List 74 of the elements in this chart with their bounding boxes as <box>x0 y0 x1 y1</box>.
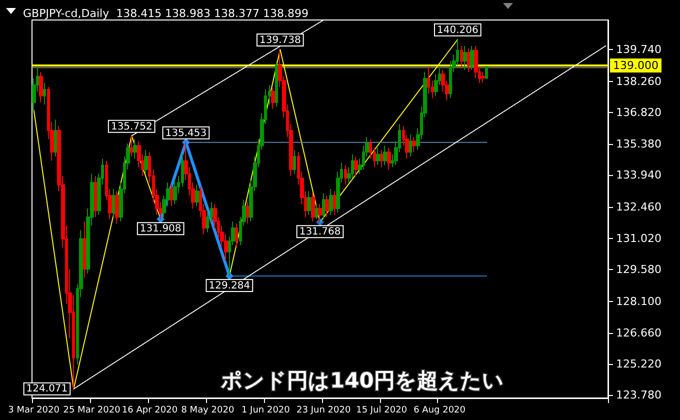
y-tick-label: 125.220 <box>616 357 662 370</box>
candlestick <box>427 67 430 94</box>
y-tick-label: 133.940 <box>616 168 662 182</box>
candlestick <box>376 147 380 166</box>
y-tick-label: 131.020 <box>616 232 662 245</box>
candlestick <box>271 86 275 110</box>
x-tick-label: 16 Apr 2020 <box>122 406 178 416</box>
data-label: 140.206 <box>436 24 478 36</box>
y-tick-label: 128.100 <box>616 295 662 308</box>
candlestick <box>329 188 333 216</box>
candlestick <box>412 136 416 153</box>
x-tick-label: 1 Jun 2020 <box>241 406 290 416</box>
ref-line-label: 139.000 <box>613 58 658 72</box>
y-tick-label: 123.780 <box>616 388 662 402</box>
candlestick <box>322 192 325 220</box>
candlestick <box>235 223 238 248</box>
y-tick-label: 129.580 <box>616 263 662 276</box>
candlestick <box>195 184 199 207</box>
candlestick <box>481 71 485 84</box>
x-tick-label: 23 Jun 2020 <box>296 406 351 416</box>
candlestick <box>133 138 137 160</box>
candlestick <box>351 154 354 179</box>
candlestick <box>144 149 148 174</box>
candlestick <box>83 220 86 278</box>
candlestick <box>463 45 467 70</box>
candlestick <box>130 135 133 157</box>
candlestick <box>112 188 115 218</box>
y-tick-label: 135.380 <box>616 137 662 150</box>
candlestick <box>315 204 318 220</box>
candlestick <box>115 190 119 224</box>
candlestick <box>43 82 46 105</box>
y-tick-label: 136.820 <box>616 106 662 120</box>
candlestick <box>333 190 336 216</box>
data-label: 135.752 <box>110 121 152 132</box>
data-label: 131.768 <box>299 226 341 238</box>
x-tick-label: 15 Jul 2020 <box>356 406 408 416</box>
candlestick <box>173 180 177 205</box>
y-tick-label: 138.260 <box>616 75 662 88</box>
y-tick-label: 139.740 <box>616 42 662 56</box>
candlestick <box>344 164 347 186</box>
candlestick <box>387 147 391 170</box>
candlestick <box>94 175 97 218</box>
x-tick-label: 25 Mar 2020 <box>63 406 121 416</box>
candlestick <box>460 45 463 68</box>
candlestick <box>383 145 387 166</box>
candlestick <box>470 45 474 70</box>
data-label: 139.738 <box>259 35 301 46</box>
candlestick <box>54 119 57 157</box>
candlestick <box>409 134 412 157</box>
candlestick <box>275 60 278 108</box>
candlestick <box>307 190 311 216</box>
data-label: 124.071 <box>26 383 68 394</box>
candlestick <box>39 71 43 103</box>
candlestick <box>485 65 488 80</box>
candlestick <box>354 156 358 176</box>
candlestick <box>474 45 478 79</box>
x-tick-label: 3 Mar 2020 <box>8 406 60 416</box>
candlestick <box>311 192 315 222</box>
candlestick <box>325 194 329 218</box>
annotation: ポンド円は140円を超えたい <box>220 368 504 392</box>
candlestick <box>293 149 296 174</box>
x-tick-label: 8 May 2020 <box>181 406 234 416</box>
x-tick-label: 6 Aug 2020 <box>414 406 466 416</box>
y-tick-label: 132.460 <box>616 200 662 214</box>
candlestick <box>170 184 173 207</box>
data-label: 135.453 <box>165 128 207 139</box>
y-tick-label: 126.660 <box>616 326 662 340</box>
candlestick <box>318 204 322 223</box>
data-label: 129.284 <box>208 280 250 292</box>
candlestick <box>467 48 470 72</box>
data-label: 131.908 <box>140 224 182 235</box>
chart-title: GBPJPY-cd,Daily 138.415 138.983 138.377 138.899 <box>23 7 309 20</box>
candlestick <box>380 149 383 168</box>
candlestick <box>246 201 249 224</box>
